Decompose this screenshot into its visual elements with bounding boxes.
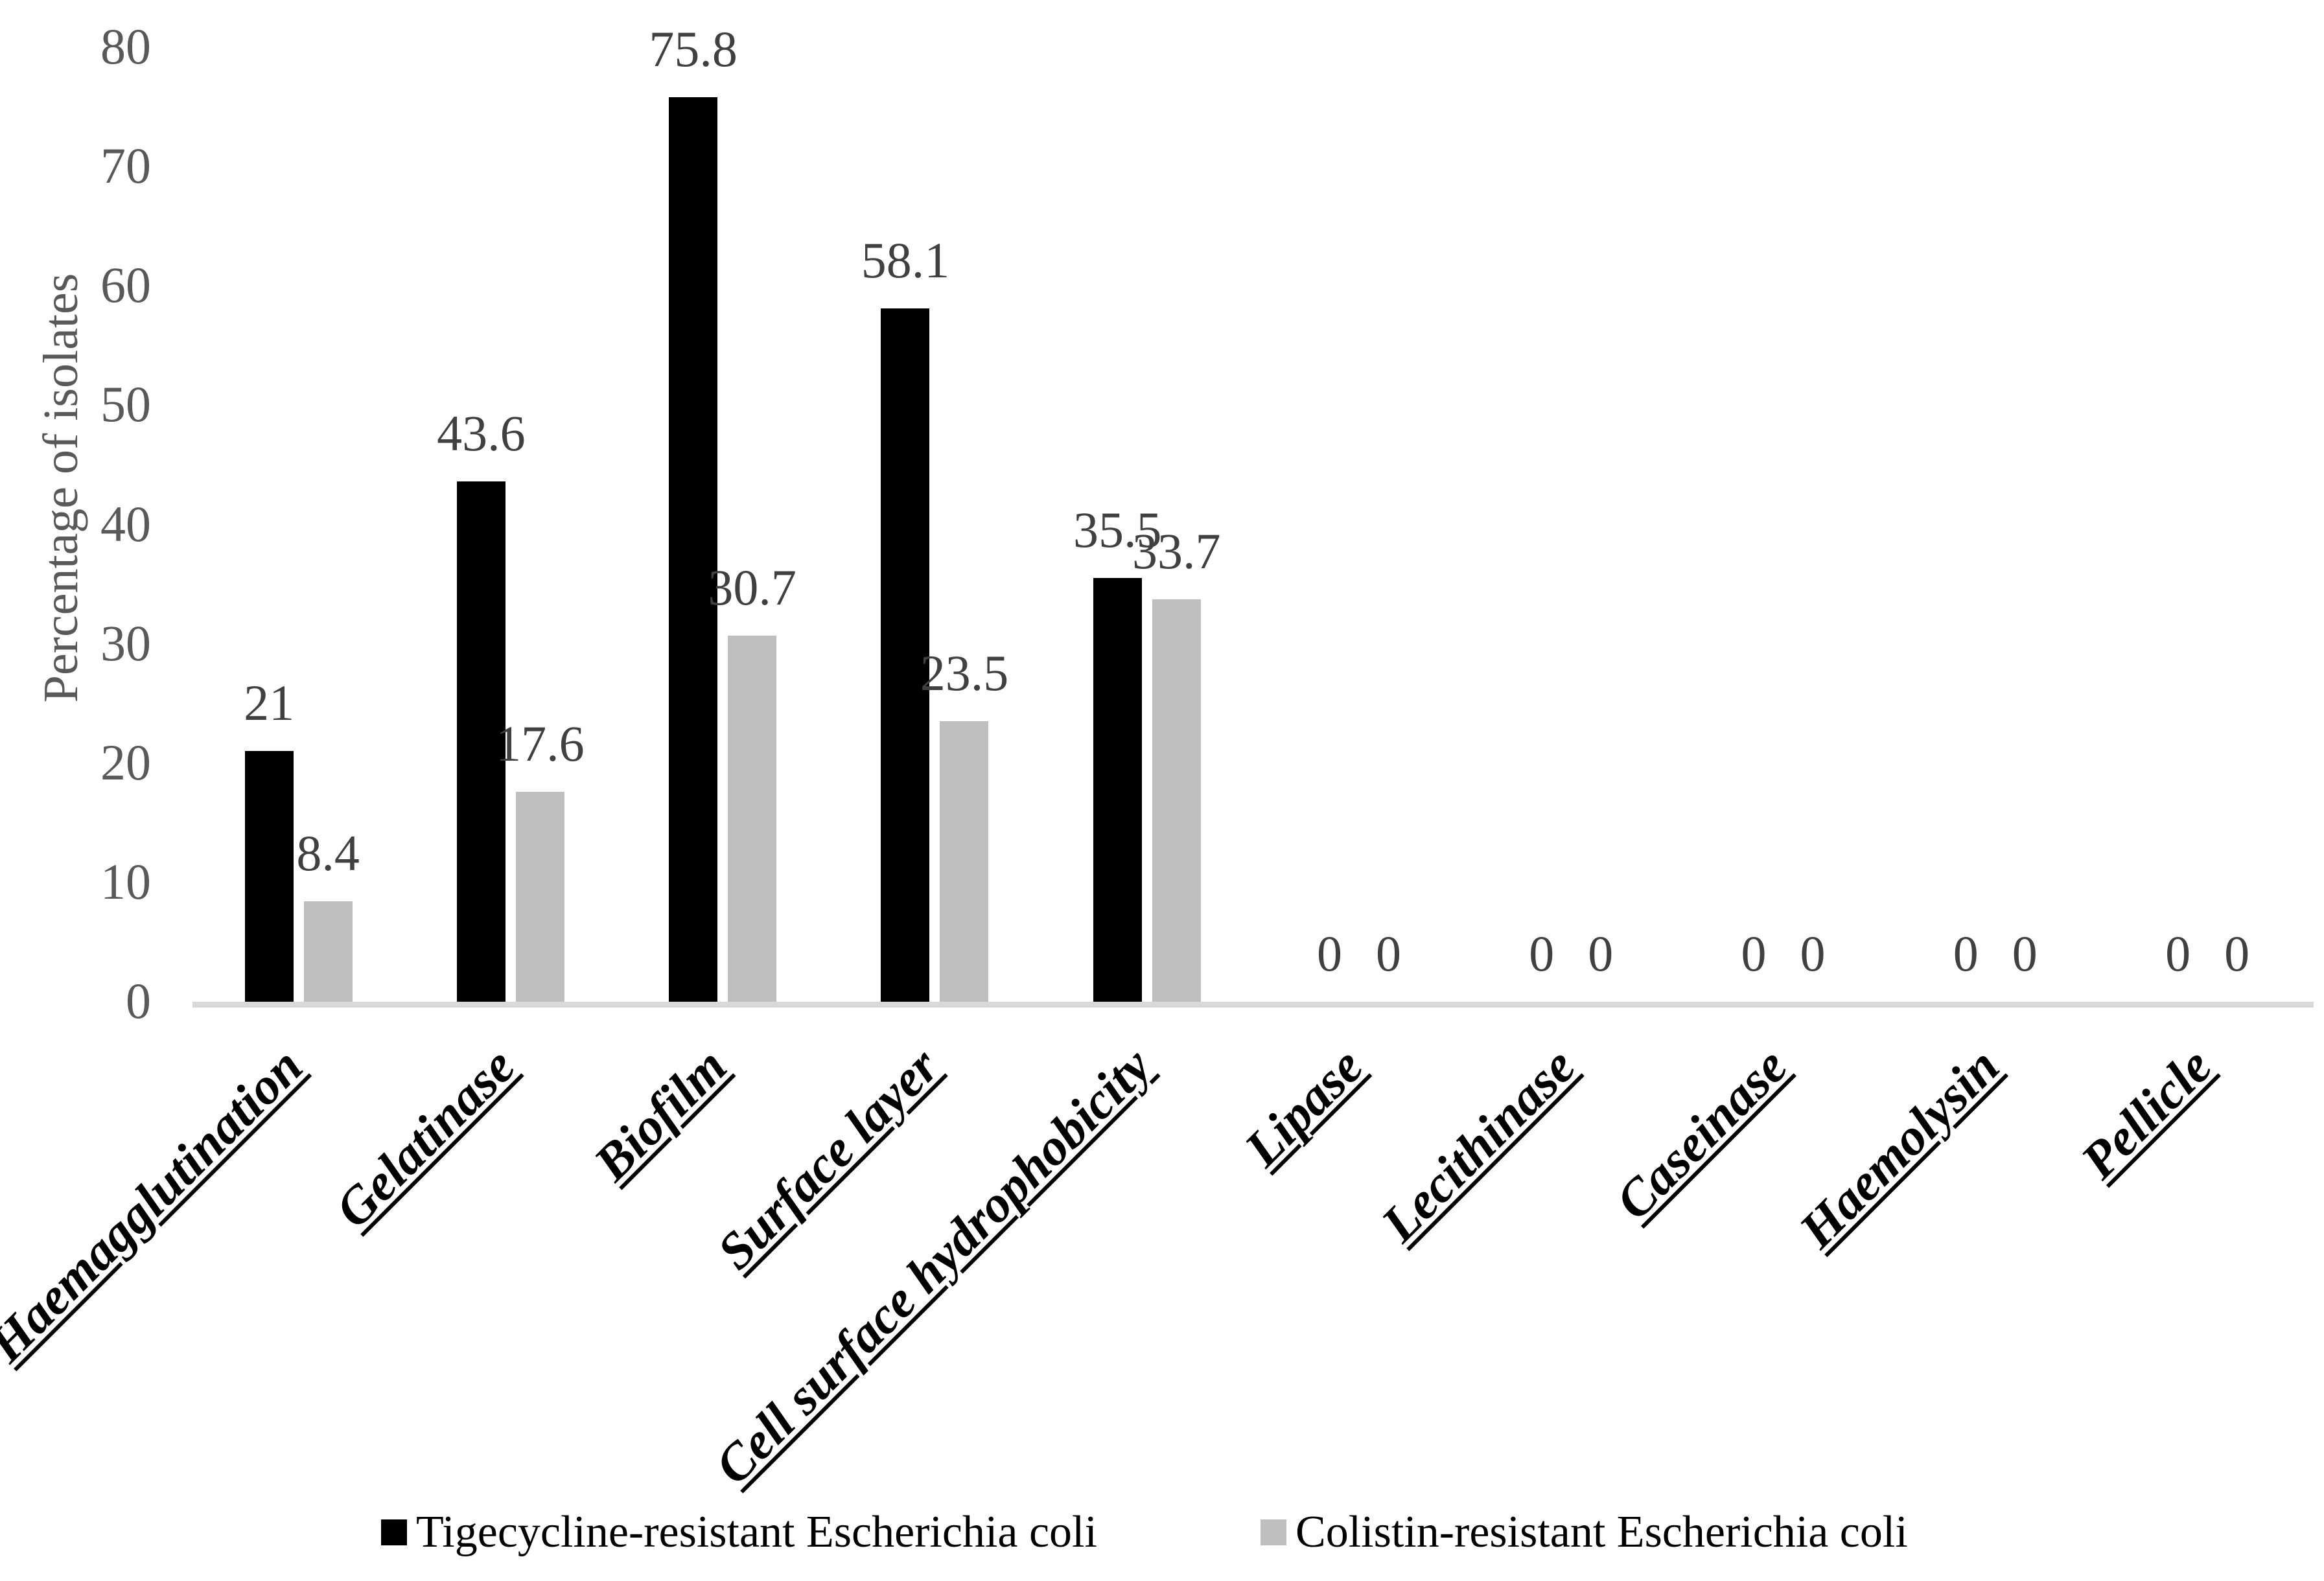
- bar-value-label-tigecycline-lecithinase: 0: [1529, 925, 1555, 982]
- bar-colistin-cell-surface-hydrophobicity: [1152, 599, 1201, 1002]
- bar-value-label-tigecycline-cell-surface-hydrophobicity: 35.5: [1073, 502, 1162, 559]
- bar-colistin-gelatinase: [515, 791, 564, 1002]
- legend-swatch-colistin-icon: [1261, 1519, 1286, 1545]
- x-category-label-caseinase: Caseinase: [1605, 1037, 1798, 1231]
- bar-value-label-colistin-biofilm: 30.7: [708, 559, 796, 616]
- y-tick-label-80: 80: [100, 18, 151, 75]
- y-tick-label-60: 60: [100, 257, 151, 314]
- bar-colistin-surface-layer: [940, 721, 989, 1002]
- bar-tigecycline-biofilm: [669, 97, 718, 1002]
- bar-value-label-tigecycline-haemagglutination: 21: [244, 675, 295, 732]
- bar-value-label-colistin-haemolysin: 0: [2012, 925, 2038, 982]
- y-tick-label-50: 50: [100, 376, 151, 433]
- x-category-label-biofilm: Biofilm: [583, 1037, 738, 1192]
- y-tick-label-30: 30: [100, 614, 151, 671]
- bar-tigecycline-gelatinase: [456, 481, 505, 1002]
- bar-value-label-tigecycline-caseinase: 0: [1741, 925, 1767, 982]
- bar-value-label-colistin-lecithinase: 0: [1588, 925, 1614, 982]
- bar-value-label-tigecycline-pellicle: 0: [2165, 925, 2191, 982]
- y-tick-label-40: 40: [100, 495, 151, 552]
- legend-item-tigecycline: Tigecycline-resistant Escherichia coli: [381, 1510, 1097, 1555]
- legend-label-colistin: Colistin-resistant Escherichia coli: [1296, 1507, 1908, 1557]
- x-category-label-pellicle: Pellicle: [2070, 1037, 2223, 1190]
- x-category-label-haemagglutination: Haemagglutination: [0, 1037, 314, 1374]
- bar-value-label-colistin-surface-layer: 23.5: [920, 645, 1009, 702]
- bar-colistin-haemagglutination: [303, 901, 353, 1002]
- bar-value-label-colistin-caseinase: 0: [1800, 925, 1826, 982]
- x-category-label-surface-layer: Surface layer: [706, 1037, 950, 1281]
- legend-item-colistin: Colistin-resistant Escherichia coli: [1261, 1510, 1908, 1555]
- bar-value-label-colistin-lipase: 0: [1375, 925, 1401, 982]
- bar-value-label-tigecycline-biofilm: 75.8: [649, 21, 738, 78]
- y-tick-label-70: 70: [100, 137, 151, 194]
- y-tick-label-20: 20: [100, 733, 151, 791]
- y-tick-label-0: 0: [126, 973, 151, 1029]
- x-category-label-gelatinase: Gelatinase: [324, 1037, 526, 1239]
- bar-value-label-colistin-gelatinase: 17.6: [496, 715, 585, 772]
- bar-value-label-tigecycline-gelatinase: 43.6: [437, 405, 526, 462]
- bar-value-label-tigecycline-lipase: 0: [1316, 925, 1342, 982]
- x-category-label-lecithinase: Lecithinase: [1371, 1037, 1586, 1253]
- x-category-label-haemolysin: Haemolysin: [1789, 1037, 2011, 1260]
- x-axis-line: [192, 1002, 2314, 1008]
- bar-value-label-colistin-pellicle: 0: [2224, 925, 2250, 982]
- bar-value-label-tigecycline-haemolysin: 0: [1953, 925, 1979, 982]
- x-category-label-cell-surface-hydrophobicity: Cell surface hydrophobicity: [704, 1037, 1163, 1495]
- x-category-label-lipase: Lipase: [1234, 1037, 1375, 1178]
- bar-tigecycline-cell-surface-hydrophobicity: [1093, 578, 1142, 1002]
- legend-swatch-tigecycline-icon: [381, 1519, 407, 1545]
- bar-tigecycline-haemagglutination: [244, 751, 294, 1002]
- bar-value-label-tigecycline-surface-layer: 58.1: [861, 232, 950, 289]
- bar-colistin-biofilm: [728, 635, 777, 1002]
- bar-tigecycline-surface-layer: [881, 308, 930, 1002]
- bar-value-label-colistin-haemagglutination: 8.4: [296, 825, 360, 882]
- legend-label-tigecycline: Tigecycline-resistant Escherichia coli: [416, 1507, 1097, 1557]
- y-tick-label-10: 10: [100, 853, 151, 910]
- bar-value-label-colistin-cell-surface-hydrophobicity: 33.7: [1132, 523, 1221, 580]
